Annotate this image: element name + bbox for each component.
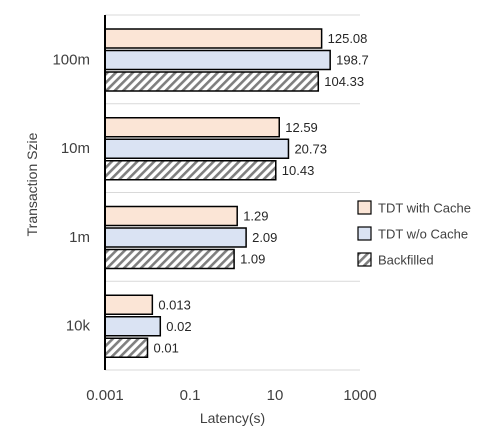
bar-value-label: 20.73	[294, 141, 327, 156]
grid-layer	[105, 14, 360, 371]
bars-layer	[104, 28, 331, 358]
legend-swatch	[357, 252, 372, 267]
y-tick-label: 100m	[52, 51, 90, 68]
bar-value-label: 0.02	[166, 319, 191, 334]
bar-backfilled	[104, 248, 235, 270]
bar-value-label: 2.09	[252, 230, 277, 245]
legend-label: Backfilled	[378, 253, 434, 268]
bar-value-label: 1.29	[243, 209, 268, 224]
bar-value-label: 12.59	[285, 120, 318, 135]
bar-tdt-with-cache	[104, 205, 238, 227]
legend-label: TDT w/o Cache	[378, 227, 468, 242]
legend-layer: TDT with Cache TDT w/o Cache Backfilled	[357, 200, 471, 268]
bar-tdt-w-o-cache	[104, 227, 247, 248]
legend-label: TDT with Cache	[378, 201, 471, 216]
bar-backfilled	[104, 71, 320, 92]
bar-tdt-w-o-cache	[104, 316, 162, 337]
labels-layer: 125.08 198.7 104.33 100m 12.59 20.73 10.43 10m 1…	[24, 31, 377, 426]
bar-value-label: 198.7	[336, 53, 369, 68]
legend-swatch	[357, 226, 372, 241]
bar-value-label: 1.09	[240, 252, 265, 267]
y-axis-title: Transaction Szie	[24, 132, 40, 236]
y-tick-label: 10k	[66, 318, 91, 335]
bar-backfilled	[104, 337, 149, 358]
bar-value-label: 104.33	[324, 74, 364, 89]
bar-value-label: 125.08	[328, 31, 368, 46]
bar-value-label: 10.43	[282, 163, 315, 178]
x-tick-label: 0.001	[86, 387, 124, 404]
x-axis-title: Latency(s)	[200, 410, 265, 426]
bar-tdt-w-o-cache	[104, 138, 290, 159]
x-tick-label: 1000	[343, 387, 376, 404]
y-tick-label: 1m	[69, 229, 90, 246]
y-tick-label: 10m	[61, 140, 90, 157]
bar-tdt-with-cache	[104, 117, 281, 138]
x-tick-label: 0.1	[180, 387, 201, 404]
bar-tdt-with-cache	[104, 294, 154, 315]
bar-value-label: 0.013	[158, 297, 191, 312]
bar-tdt-with-cache	[104, 28, 323, 49]
bar-backfilled	[104, 160, 277, 181]
x-tick-label: 10	[267, 387, 284, 404]
bar-tdt-w-o-cache	[104, 49, 331, 71]
legend-swatch	[357, 200, 372, 215]
bar-value-label: 0.01	[154, 340, 179, 355]
